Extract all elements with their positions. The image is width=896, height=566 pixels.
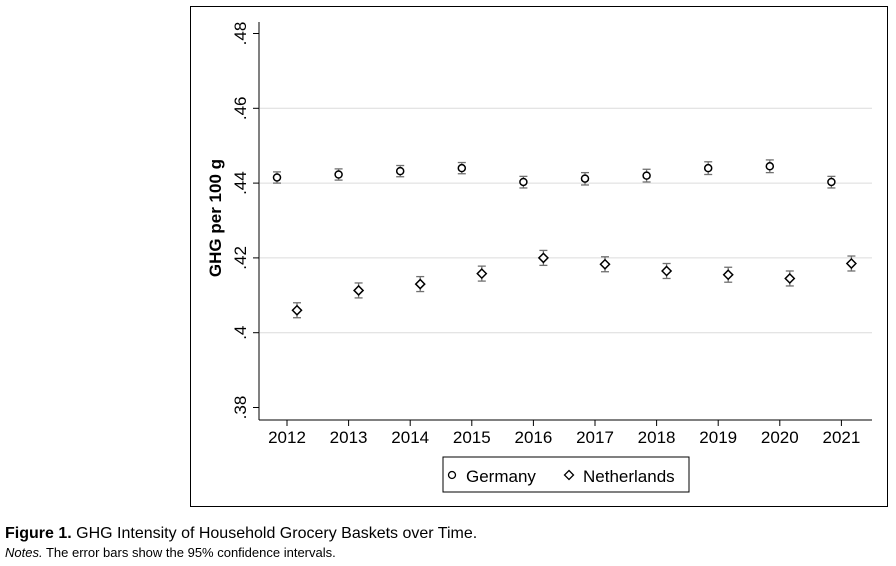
x-tick-label: 2015 (453, 428, 491, 447)
legend-box (442, 456, 690, 493)
germany-point (457, 163, 467, 173)
x-tick-label: 2017 (576, 428, 614, 447)
germany-point (395, 166, 405, 176)
legend-netherlands-marker (563, 469, 575, 481)
figure-title: GHG Intensity of Household Grocery Baske… (76, 525, 478, 542)
y-tick-label: .46 (231, 96, 250, 120)
x-tick-label: 2020 (761, 428, 799, 447)
germany-point (272, 173, 282, 182)
caption-title-line: Figure 1. GHG Intensity of Household Gro… (5, 524, 885, 544)
germany-point (642, 171, 651, 180)
y-tick-label: .42 (231, 246, 250, 270)
netherlands-point (599, 258, 611, 270)
y-axis-title: GHG per 100 g (206, 159, 225, 277)
data-markers (272, 162, 857, 316)
x-tick-label: 2019 (699, 428, 737, 447)
grid-lines (260, 107, 872, 334)
caption-notes-line: Notes. The error bars show the 95% confi… (5, 544, 885, 562)
y-tick-label: .38 (231, 396, 250, 420)
germany-point (827, 177, 836, 187)
netherlands-point (476, 268, 488, 280)
y-ticks: .38 .4 .42 .44 .46 .48 (231, 22, 259, 420)
legend-germany-label: Germany (466, 467, 536, 486)
netherlands-point (291, 304, 303, 316)
legend-netherlands-label: Netherlands (583, 467, 675, 486)
notes-label: Notes. (5, 545, 43, 560)
figure-caption: Figure 1. GHG Intensity of Household Gro… (5, 524, 885, 562)
figure-label: Figure 1. (5, 525, 72, 542)
netherlands-point (784, 272, 796, 285)
germany-point (703, 163, 713, 173)
germany-point (334, 170, 343, 179)
y-tick-label: .44 (231, 171, 250, 195)
germany-point (580, 174, 590, 183)
figure-frame (190, 6, 888, 507)
netherlands-point (845, 257, 857, 270)
netherlands-point (537, 252, 549, 264)
netherlands-point (661, 265, 673, 277)
netherlands-point (414, 278, 426, 290)
x-ticks: 2012 2013 2014 2015 2016 2017 2018 2019 2020 2021 (268, 420, 860, 447)
germany-point (519, 177, 528, 187)
x-tick-label: 2013 (330, 428, 368, 447)
x-tick-label: 2018 (638, 428, 676, 447)
x-tick-label: 2021 (822, 428, 860, 447)
legend: Germany Netherlands (442, 456, 690, 493)
x-tick-label: 2014 (391, 428, 429, 447)
y-tick-label: .4 (231, 326, 250, 340)
netherlands-point (722, 269, 734, 281)
germany-point (765, 162, 775, 171)
notes-text: The error bars show the 95% confidence i… (45, 545, 336, 560)
y-tick-label: .48 (231, 22, 250, 46)
x-tick-label: 2012 (268, 428, 306, 447)
x-tick-label: 2016 (514, 428, 552, 447)
netherlands-point (353, 284, 365, 296)
legend-germany-marker (447, 470, 457, 480)
